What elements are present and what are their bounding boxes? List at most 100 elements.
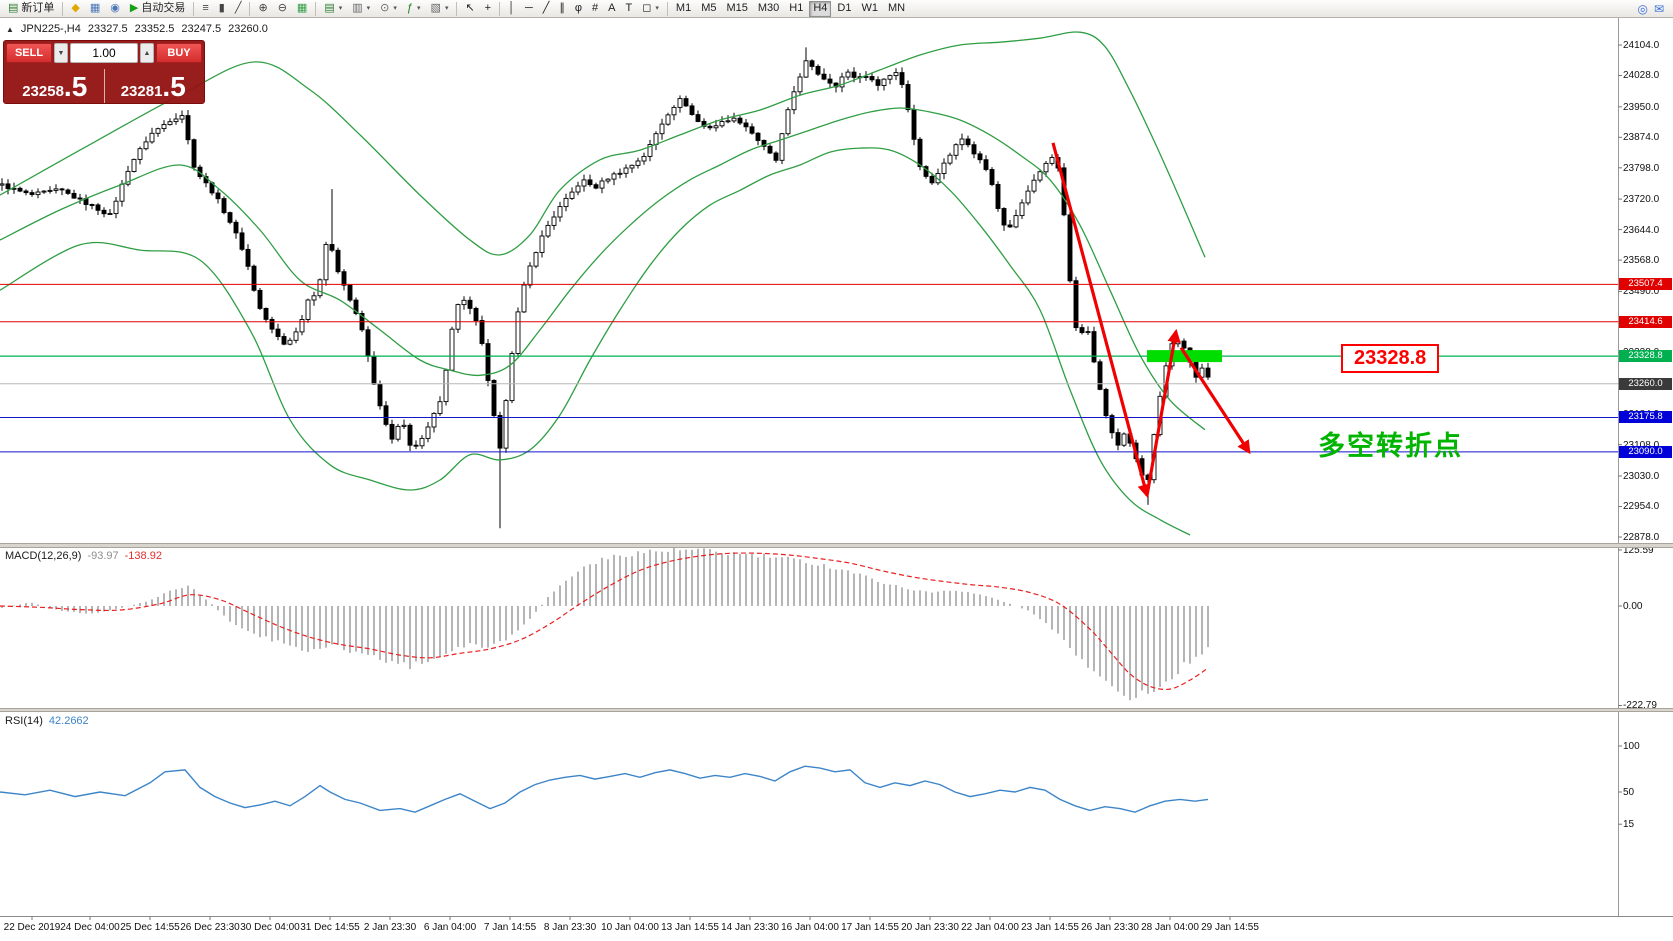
toolbar-separator [249, 1, 251, 16]
time-axis-label: 25 Dec 14:55 [120, 922, 180, 933]
tile-windows-button[interactable]: ▦ [293, 1, 311, 17]
time-axis-label: 23 Jan 14:55 [1021, 922, 1079, 933]
timeframe-d1-button[interactable]: D1 [837, 2, 852, 14]
new-order-icon: ▤ [8, 2, 19, 14]
candlestick-type-button[interactable]: ▮ [215, 1, 229, 17]
autotrade-button[interactable]: ▶ 自动交易 [126, 1, 189, 17]
line-chart-type-button[interactable]: ╱ [231, 1, 246, 17]
channel-button[interactable]: ∥ [555, 1, 569, 17]
trendline-button[interactable]: ╱ [539, 1, 554, 17]
time-axis-label: 22 Dec 2019 [3, 922, 61, 933]
funnel-icon[interactable]: ◆ [67, 1, 83, 17]
macd-axis-label: -222.79 [1623, 700, 1657, 711]
shapes-button[interactable]: ◻ ▾ [638, 1, 663, 17]
vertical-line-button[interactable]: │ [504, 1, 519, 17]
price-axis-label: 23568.0 [1623, 255, 1660, 266]
templates-icon: ▧ [430, 2, 441, 14]
time-axis-label: 20 Jan 23:30 [901, 922, 959, 933]
trendline-icon: ╱ [542, 2, 550, 14]
price-callout[interactable]: 23328.8 [1341, 344, 1440, 373]
panel-separator[interactable] [0, 543, 1673, 548]
price-axis-label: 23874.0 [1623, 132, 1660, 143]
search-icon[interactable]: ◎ [1637, 1, 1648, 16]
price-axis-label: 23798.0 [1623, 163, 1660, 174]
broadcast-icon[interactable]: ◉ [106, 1, 124, 17]
indicators-icon: ƒ [406, 2, 414, 14]
price-tag: 23175.8 [1619, 411, 1672, 423]
sell-button[interactable]: SELL [6, 43, 52, 63]
text-icon: A [608, 2, 616, 14]
dropdown-arrow-icon: ▾ [417, 5, 421, 12]
indicators-button[interactable]: ƒ ▾ [403, 1, 425, 17]
zoom-out-icon: ⊖ [277, 2, 287, 14]
tile-windows-icon: ▦ [296, 2, 308, 14]
dropdown-arrow-icon: ▾ [338, 5, 343, 12]
panel-separator[interactable] [0, 708, 1673, 712]
cursor-icon: ↖ [465, 2, 475, 14]
timeframe-m15-button[interactable]: M15 [726, 2, 748, 14]
price-axis-label: 23490.0 [1623, 286, 1660, 297]
buy-price-fraction: .5 [162, 71, 186, 102]
timeframe-h4-button[interactable]: H4 [809, 0, 832, 17]
templates-button[interactable]: ▧ ▾ [427, 1, 453, 17]
rsi-value: 42.2662 [48, 715, 89, 727]
volume-input[interactable] [70, 43, 138, 63]
buy-price[interactable]: 23281.5 [105, 73, 203, 103]
buy-button[interactable]: BUY [156, 43, 202, 63]
crosshair-button[interactable]: + [481, 1, 495, 17]
dropdown-arrow-icon: ▾ [444, 5, 449, 12]
line-chart-type-icon: ╱ [234, 2, 242, 14]
new-chart-button[interactable]: ▤ ▾ [320, 1, 346, 17]
toolbar-separator [315, 1, 317, 16]
chart-window-icon-icon: ▦ [89, 2, 101, 14]
price-tag: 23090.0 [1619, 446, 1672, 458]
timeframe-m5-button[interactable]: M5 [701, 2, 717, 14]
time-axis-label: 16 Jan 04:00 [781, 922, 839, 933]
sell-price-main: 23258 [22, 83, 64, 100]
period-clock-button[interactable]: ⊙ ▾ [376, 1, 401, 17]
bar-chart-type-button[interactable]: ≡ [198, 1, 212, 17]
horizontal-line-button[interactable]: ─ [521, 1, 537, 17]
chart-window-icon[interactable]: ▦ [86, 1, 104, 17]
timeframe-h1-button[interactable]: H1 [789, 2, 804, 14]
sell-price-fraction: .5 [63, 71, 88, 102]
text-label-button[interactable]: T [622, 1, 637, 17]
fibonacci-button[interactable]: φ [571, 1, 586, 17]
text-label-icon: T [625, 2, 633, 14]
ohlc-low: 23247.5 [181, 23, 222, 35]
autotrade-icon: ▶ [129, 2, 139, 14]
time-axis-label: 17 Jan 14:55 [841, 922, 899, 933]
cursor-button[interactable]: ↖ [461, 1, 478, 17]
dropdown-arrow-icon: ▾ [655, 5, 659, 12]
timeframe-m1-button[interactable]: M1 [675, 2, 692, 14]
timeframe-mn-button[interactable]: MN [887, 2, 906, 14]
sell-price[interactable]: 23258.5 [6, 73, 104, 103]
chat-icon[interactable]: ✉ [1653, 1, 1664, 16]
time-axis-label: 8 Jan 23:30 [543, 922, 597, 933]
zoom-out-button[interactable]: ⊖ [274, 1, 291, 17]
macd-signal-value: -138.92 [124, 550, 162, 562]
gann-grid-button[interactable]: # [588, 1, 602, 17]
turning-point-label[interactable]: 多空转折点 [1318, 431, 1463, 461]
price-axis-label: 22954.0 [1623, 501, 1660, 512]
price-axis-label: 24104.0 [1623, 40, 1660, 51]
symbol-direction-icon: ▲ [6, 24, 14, 34]
candlestick-type-icon: ▮ [218, 2, 225, 14]
profiles-button[interactable]: ▥ ▾ [348, 1, 374, 17]
time-axis-label: 29 Jan 14:55 [1201, 922, 1259, 933]
volume-decrease-button[interactable]: ▼ [54, 43, 68, 63]
price-axis-label: 23720.0 [1623, 194, 1660, 205]
new-order-button[interactable]: ▤ 新订单 [4, 1, 58, 17]
rsi-axis-label: 15 [1623, 819, 1635, 830]
toolbar-right-icons: ◎ ✉ [1637, 2, 1670, 16]
text-button[interactable]: A [604, 1, 619, 17]
zoom-in-button[interactable]: ⊕ [254, 1, 271, 17]
chart-symbol-header: ▲ JPN225-,H4 23327.5 23352.5 23247.5 232… [6, 23, 268, 35]
timeframe-w1-button[interactable]: W1 [861, 2, 878, 14]
price-tag: 23328.8 [1619, 350, 1672, 362]
time-axis-label: 10 Jan 04:00 [601, 922, 659, 933]
timeframe-m30-button[interactable]: M30 [757, 2, 780, 14]
volume-increase-button[interactable]: ▲ [140, 43, 154, 63]
